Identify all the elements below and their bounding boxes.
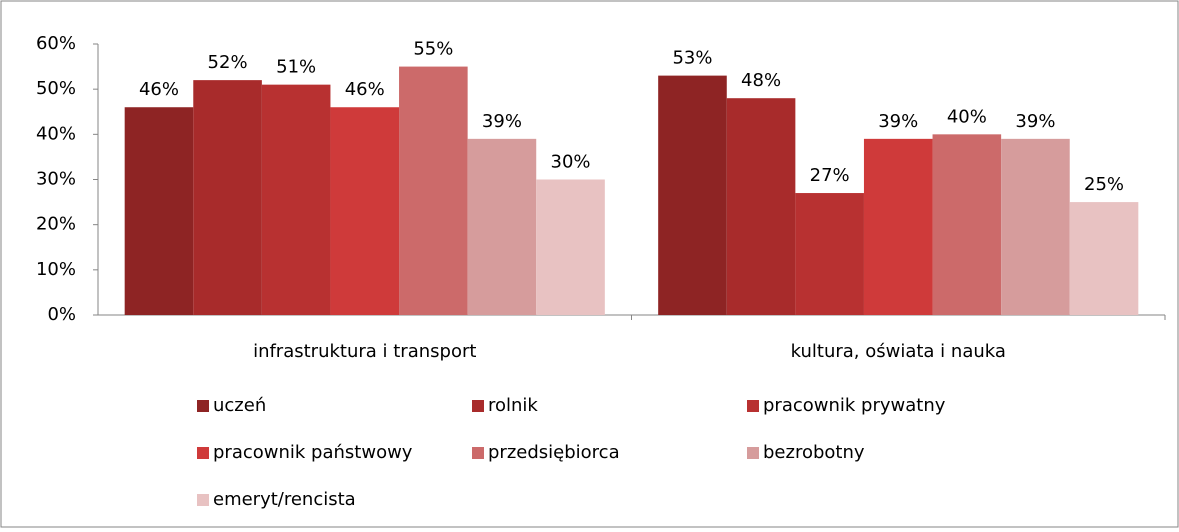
bar bbox=[124, 107, 194, 315]
bar bbox=[467, 138, 537, 315]
value-label: 39% bbox=[878, 111, 918, 132]
value-label: 39% bbox=[1015, 111, 1055, 132]
bar bbox=[1001, 138, 1070, 315]
y-tick-label: 10% bbox=[36, 259, 76, 280]
legend-label: pracownik państwowy bbox=[213, 442, 413, 463]
legend-swatch bbox=[747, 447, 759, 459]
value-label: 46% bbox=[139, 79, 179, 100]
value-label: 30% bbox=[551, 152, 591, 173]
x-tick-label: kultura, oświata i nauka bbox=[791, 341, 1006, 362]
bar bbox=[261, 84, 331, 316]
legend-swatch bbox=[472, 400, 484, 412]
bar bbox=[726, 98, 796, 315]
bar bbox=[1069, 202, 1139, 315]
bar bbox=[863, 138, 933, 315]
legend-swatch bbox=[197, 447, 209, 459]
legend-label: bezrobotny bbox=[763, 442, 865, 463]
value-label: 40% bbox=[947, 106, 987, 127]
bar bbox=[193, 80, 262, 315]
value-label: 53% bbox=[672, 48, 712, 69]
legend-swatch bbox=[472, 447, 484, 459]
legend-label: emeryt/rencista bbox=[213, 489, 356, 510]
value-label: 55% bbox=[413, 39, 453, 60]
y-tick-label: 50% bbox=[36, 78, 76, 99]
legend-label: uczeń bbox=[213, 395, 266, 416]
bar bbox=[330, 107, 400, 315]
legend-label: pracownik prywatny bbox=[763, 395, 946, 416]
value-label: 51% bbox=[276, 57, 316, 78]
bar bbox=[795, 193, 864, 315]
value-label: 52% bbox=[208, 52, 248, 73]
value-label: 27% bbox=[810, 165, 850, 186]
value-label: 46% bbox=[345, 79, 385, 100]
y-tick-label: 40% bbox=[36, 123, 76, 144]
value-label: 39% bbox=[482, 111, 522, 132]
value-label: 25% bbox=[1084, 174, 1124, 195]
legend-swatch bbox=[747, 400, 759, 412]
y-tick-label: 60% bbox=[36, 33, 76, 54]
bar bbox=[399, 66, 468, 315]
legend-swatch bbox=[197, 494, 209, 506]
bar bbox=[932, 134, 1002, 315]
bar bbox=[536, 179, 605, 315]
legend-label: rolnik bbox=[488, 395, 538, 416]
y-tick-label: 0% bbox=[47, 304, 76, 325]
legend-label: przedsiębiorca bbox=[488, 442, 620, 463]
value-label: 48% bbox=[741, 70, 781, 91]
legend-swatch bbox=[197, 400, 209, 412]
x-tick-label: infrastruktura i transport bbox=[253, 341, 476, 362]
y-tick-label: 30% bbox=[36, 169, 76, 190]
y-tick-label: 20% bbox=[36, 214, 76, 235]
bar bbox=[658, 75, 727, 315]
